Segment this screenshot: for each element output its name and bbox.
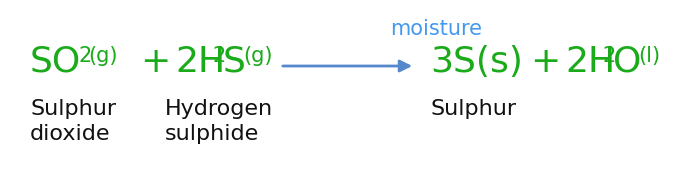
Text: Sulphur: Sulphur [430,99,516,119]
Text: 2: 2 [78,46,91,66]
Text: S: S [223,45,246,79]
Text: 2: 2 [213,46,226,66]
Text: 3S(s): 3S(s) [430,45,523,79]
Text: dioxide: dioxide [30,124,111,144]
Text: (g): (g) [88,46,118,66]
Text: SO: SO [30,45,81,79]
Text: Hydrogen: Hydrogen [165,99,273,119]
Text: 2H: 2H [565,45,615,79]
Text: Sulphur: Sulphur [30,99,116,119]
Text: (l): (l) [638,46,660,66]
Text: +: + [140,45,170,79]
Text: +: + [530,45,561,79]
Text: 2H: 2H [175,45,225,79]
Text: 2: 2 [603,46,616,66]
Text: sulphide: sulphide [165,124,259,144]
Text: moisture: moisture [390,19,482,39]
Text: (g): (g) [243,46,272,66]
Text: O: O [613,45,641,79]
